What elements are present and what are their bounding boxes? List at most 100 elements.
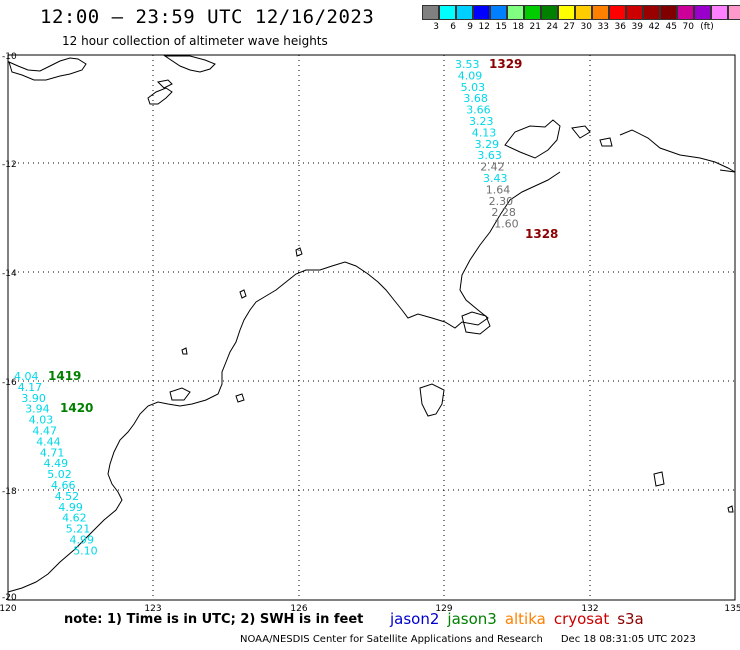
lon-label: 123	[144, 604, 161, 614]
legend-label: 42	[648, 22, 660, 32]
swh-reading: 4.17	[18, 381, 43, 394]
legend-swatch	[711, 5, 728, 20]
coastline	[7, 55, 736, 593]
latitude-labels: -10 -12 -14 -16 -18 -20	[2, 52, 17, 603]
swh-reading: 2.30	[489, 195, 513, 208]
legend-swatch	[439, 5, 456, 20]
swh-reading: 3.94	[25, 403, 49, 416]
satellite-label-jason2: jason2	[390, 610, 440, 628]
swh-reading: 1.64	[486, 183, 511, 196]
legend-swatch	[677, 5, 694, 20]
legend-swatch	[660, 5, 677, 20]
legend-label: 33	[597, 22, 609, 32]
swh-reading: 5.02	[47, 468, 72, 481]
swh-reading: 3.29	[475, 138, 500, 151]
satellite-label-altika: altika	[504, 610, 546, 628]
legend-swatch	[524, 5, 541, 20]
longitude-labels: 120 123 126 129 132 135	[0, 604, 740, 614]
lon-label: 120	[0, 604, 17, 614]
legend-swatch	[456, 5, 473, 20]
track-time-label: 1329	[489, 57, 522, 71]
track-time-label: 1420	[60, 401, 93, 415]
map-title: 12:00 – 23:59 UTC 12/16/2023	[40, 6, 375, 28]
swh-reading: 4.99	[58, 501, 83, 514]
legend-swatch	[694, 5, 711, 20]
lat-label: -10	[2, 52, 17, 62]
legend-swatch	[541, 5, 558, 20]
swh-reading: 4.09	[458, 69, 483, 82]
legend-label: 18	[512, 22, 524, 32]
satellite-label-jason3: jason3	[447, 610, 497, 628]
swh-reading: 5.03	[461, 81, 486, 94]
lat-label: -20	[2, 593, 17, 603]
legend-label: 45	[665, 22, 677, 32]
legend-swatch	[592, 5, 609, 20]
swh-reading: 4.49	[44, 457, 69, 470]
legend-label: 9	[467, 22, 473, 32]
color-legend-labels: 3 6 9 12 15 18 21 24 27 30 33 36 39 42 45 70 (ft)	[422, 22, 720, 32]
legend-swatch	[490, 5, 507, 20]
map-frame	[7, 54, 736, 601]
lon-label: 132	[581, 604, 598, 614]
swh-reading: 3.90	[21, 392, 46, 405]
footer-timestamp: Dec 18 08:31:05 UTC 2023	[560, 634, 696, 645]
note-text: note: 1) Time is in UTC; 2) SWH is in fe…	[64, 612, 364, 627]
lat-label: -18	[2, 487, 17, 497]
map-subtitle: 12 hour collection of altimeter wave hei…	[62, 34, 328, 48]
swh-reading: 3.66	[466, 104, 491, 117]
swh-reading: 4.52	[55, 490, 79, 503]
swh-reading: 3.68	[463, 92, 488, 105]
swh-reading: 2.28	[491, 206, 516, 219]
legend-swatch	[728, 5, 740, 20]
legend-swatch	[575, 5, 592, 20]
legend-swatch	[422, 5, 439, 20]
legend-label: 6	[450, 22, 456, 32]
swh-reading: 1.60	[494, 218, 519, 231]
lat-label: -14	[2, 269, 17, 279]
track-time-label: 1328	[525, 227, 558, 241]
swh-reading: 3.23	[469, 115, 494, 128]
swh-reading: 3.63	[477, 149, 502, 162]
legend-swatch	[558, 5, 575, 20]
legend-label: 21	[529, 22, 541, 32]
satellite-label-cryosat: cryosat	[553, 610, 610, 628]
legend-swatch	[626, 5, 643, 20]
swh-reading: 4.47	[33, 425, 58, 438]
track-time-labels: 1329 1328 1419 1420	[48, 57, 558, 415]
lon-label: 126	[290, 604, 307, 614]
swh-reading: 4.13	[472, 126, 497, 139]
swh-reading: 3.53	[455, 58, 480, 71]
footer-credit: NOAA/NESDIS Center for Satellite Applica…	[240, 634, 543, 645]
swh-reading: 4.04	[14, 370, 39, 383]
legend-label: 30	[580, 22, 592, 32]
color-legend	[422, 5, 740, 20]
swh-reading: 4.03	[29, 414, 54, 427]
legend-swatch	[507, 5, 524, 20]
graticule	[8, 55, 735, 600]
legend-label: 39	[631, 22, 643, 32]
legend-label: 12	[478, 22, 490, 32]
track-time-label: 1419	[48, 369, 81, 383]
swh-reading: 5.10	[73, 544, 98, 557]
track-readings: 3.534.095.033.683.663.234.133.293.632.42…	[14, 58, 519, 557]
legend-unit: (ft)	[700, 22, 714, 32]
satellite-legend: jason2 jason3 altika cryosat s3a	[390, 610, 644, 628]
satellite-label-s3a: s3a	[617, 610, 644, 628]
lat-label: -12	[2, 160, 17, 170]
lon-label: 135	[724, 604, 740, 614]
legend-label: 27	[563, 22, 575, 32]
swh-reading: 2.42	[480, 161, 505, 174]
swh-reading: 4.99	[70, 534, 95, 547]
swh-reading: 4.66	[51, 479, 76, 492]
swh-reading: 4.62	[62, 512, 87, 525]
lon-label: 129	[435, 604, 452, 614]
swh-reading: 4.44	[36, 435, 61, 448]
footer: NOAA/NESDIS Center for Satellite Applica…	[240, 634, 696, 645]
legend-label: 3	[433, 22, 439, 32]
legend-swatch	[473, 5, 490, 20]
legend-label: 15	[495, 22, 507, 32]
legend-swatch	[643, 5, 660, 20]
swh-reading: 5.21	[66, 523, 91, 536]
legend-swatch	[609, 5, 626, 20]
